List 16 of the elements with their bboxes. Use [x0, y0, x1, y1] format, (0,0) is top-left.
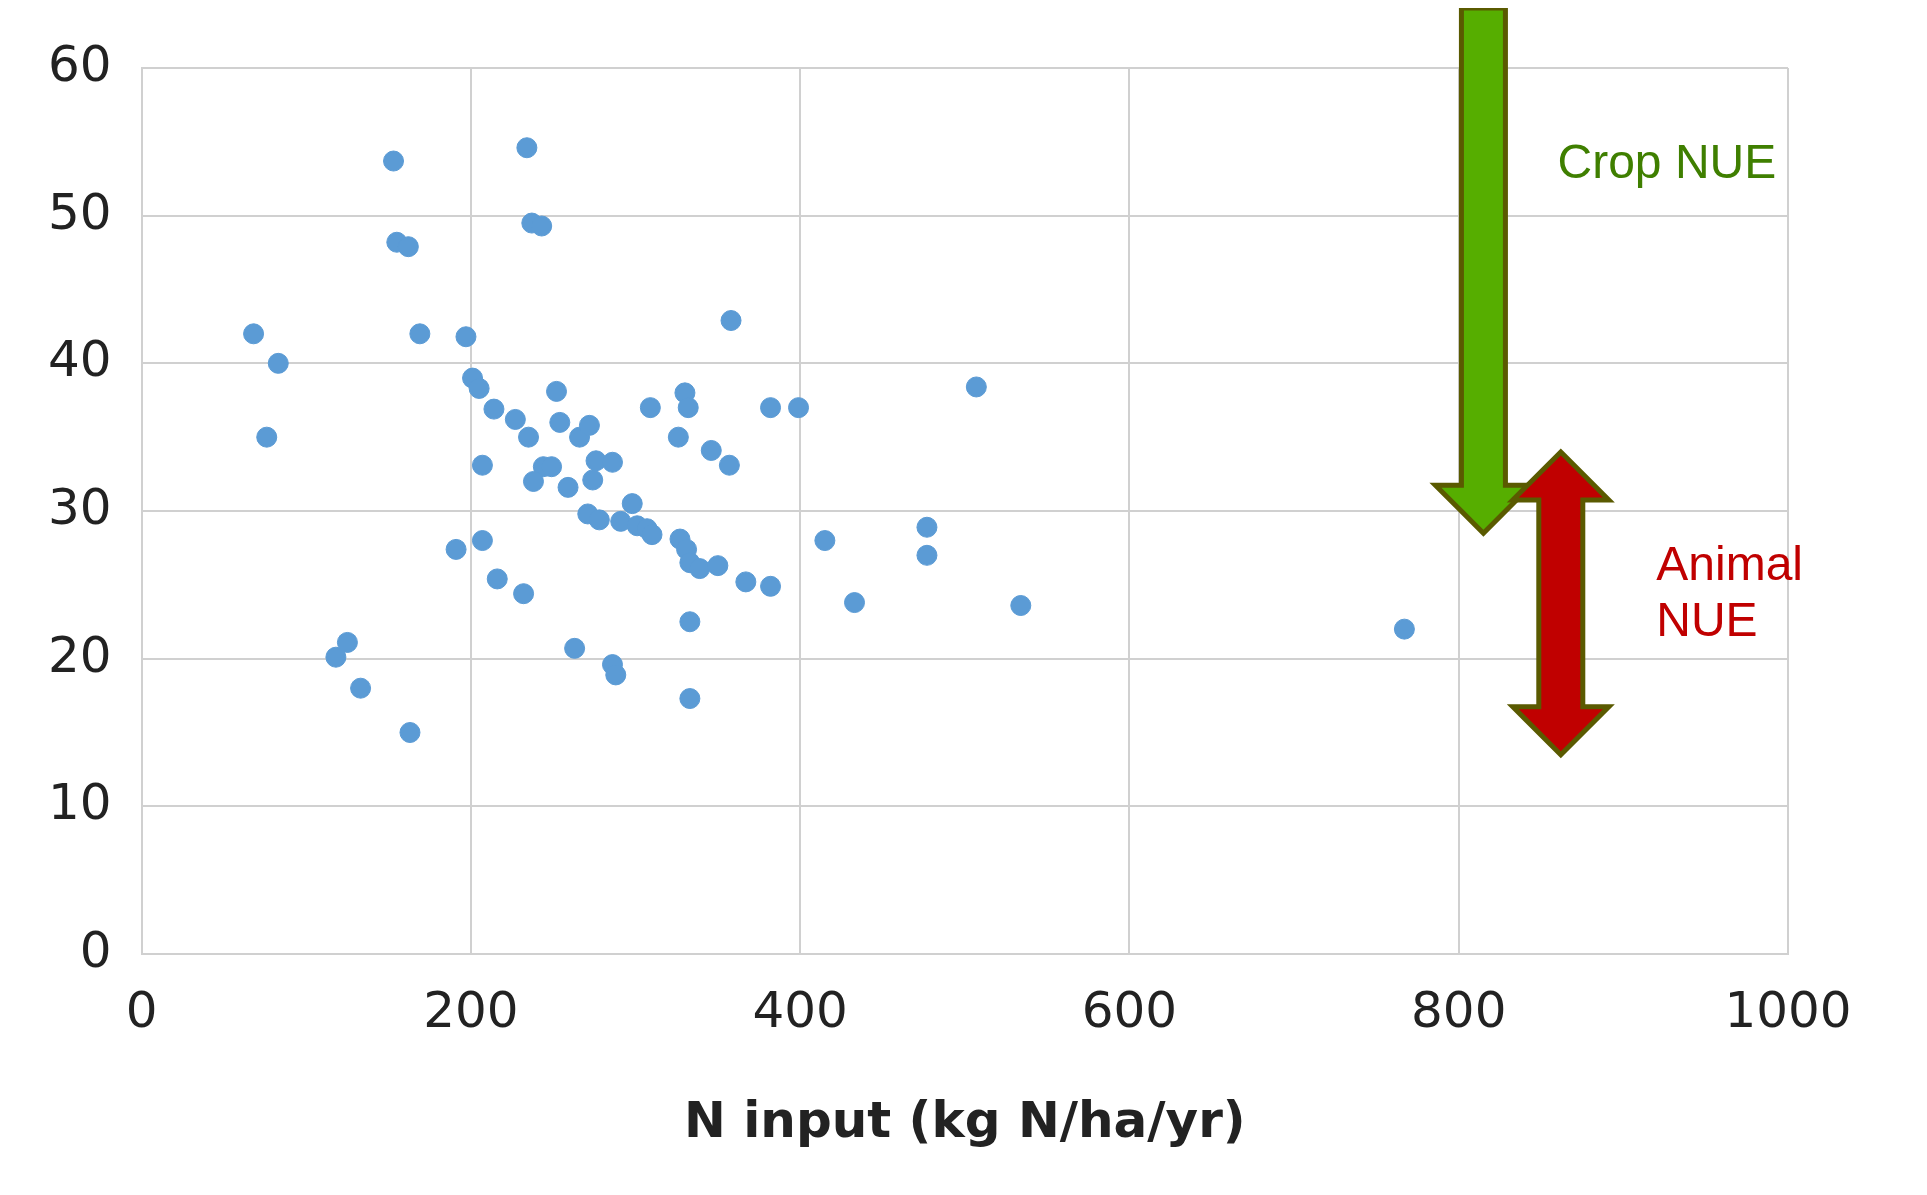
x-tick-label: 600: [1081, 980, 1178, 1039]
annotation: Crop NUE: [1557, 134, 1777, 190]
y-tick-label: 0: [79, 920, 112, 979]
x-tick-label: 200: [423, 980, 519, 1039]
x-axis-title: N input (kg N/ha/yr): [683, 1090, 1246, 1149]
y-tick-label: 50: [48, 182, 112, 241]
x-tick-label: 0: [125, 980, 158, 1039]
y-tick-label: 20: [48, 625, 112, 684]
y-tick-label: 60: [48, 34, 112, 93]
x-tick-label: 1000: [1724, 980, 1852, 1039]
annotation: Animal NUE: [1656, 536, 1804, 649]
x-tick-label: 800: [1411, 980, 1507, 1039]
x-tick-label: 400: [752, 980, 848, 1039]
y-tick-label: 30: [48, 477, 112, 536]
y-tick-label: 40: [48, 330, 112, 389]
y-tick-label: 10: [48, 773, 112, 832]
